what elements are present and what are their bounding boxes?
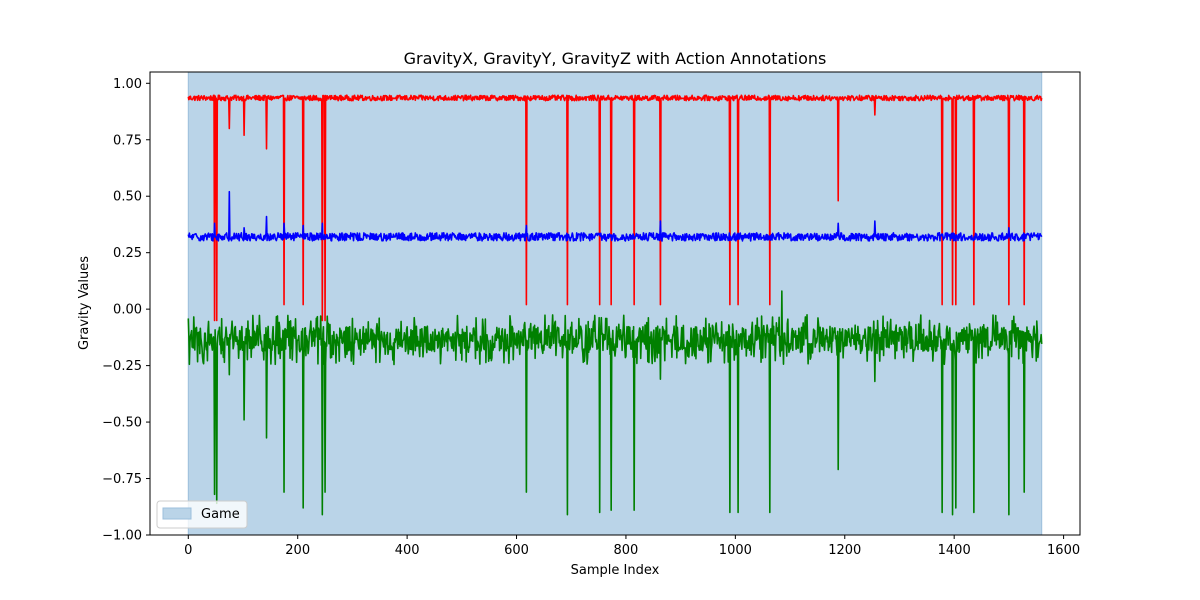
y-tick-label: −0.75 (102, 472, 142, 487)
series-line-3 (187, 290, 1043, 516)
y-tick-label: 1.00 (113, 77, 142, 92)
x-tick-label: 1200 (828, 543, 861, 558)
x-tick-label: 600 (504, 543, 529, 558)
chart-title: GravityX, GravityY, GravityZ with Action… (404, 49, 827, 68)
series-line-1 (187, 94, 1043, 322)
y-tick-label: −0.25 (102, 359, 142, 374)
series-layer (187, 94, 1043, 516)
plot-frame (149, 71, 1081, 536)
y-tick-label: 0.00 (113, 303, 142, 318)
annotation-span-layer (187, 71, 1043, 536)
x-tick-label: 200 (285, 543, 310, 558)
x-axis: 0 200 400 600 800 1000 1200 1400 1600 (184, 535, 1080, 558)
x-tick-label: 1600 (1047, 543, 1080, 558)
legend-swatch-game (162, 507, 192, 520)
x-axis-label: Sample Index (571, 563, 660, 578)
annotation-span-game (187, 71, 1043, 536)
y-tick-label: −0.50 (102, 416, 142, 431)
y-tick-label: 0.75 (113, 133, 142, 148)
y-tick-label: 0.25 (113, 246, 142, 261)
series-line-2 (187, 190, 1043, 242)
y-axis-label: Gravity Values (77, 256, 92, 350)
x-tick-label: 0 (184, 543, 192, 558)
x-tick-label: 1000 (719, 543, 752, 558)
x-tick-label: 1400 (938, 543, 971, 558)
x-tick-label: 800 (614, 543, 639, 558)
legend: Game (156, 500, 248, 529)
y-axis: −1.00 −0.75 −0.50 −0.25 0.00 0.25 0.50 0.75 1.00 (102, 77, 150, 544)
y-tick-label: 0.50 (113, 190, 142, 205)
y-tick-label: −1.00 (102, 529, 142, 544)
x-tick-label: 400 (395, 543, 420, 558)
legend-label-game: Game (201, 507, 240, 522)
